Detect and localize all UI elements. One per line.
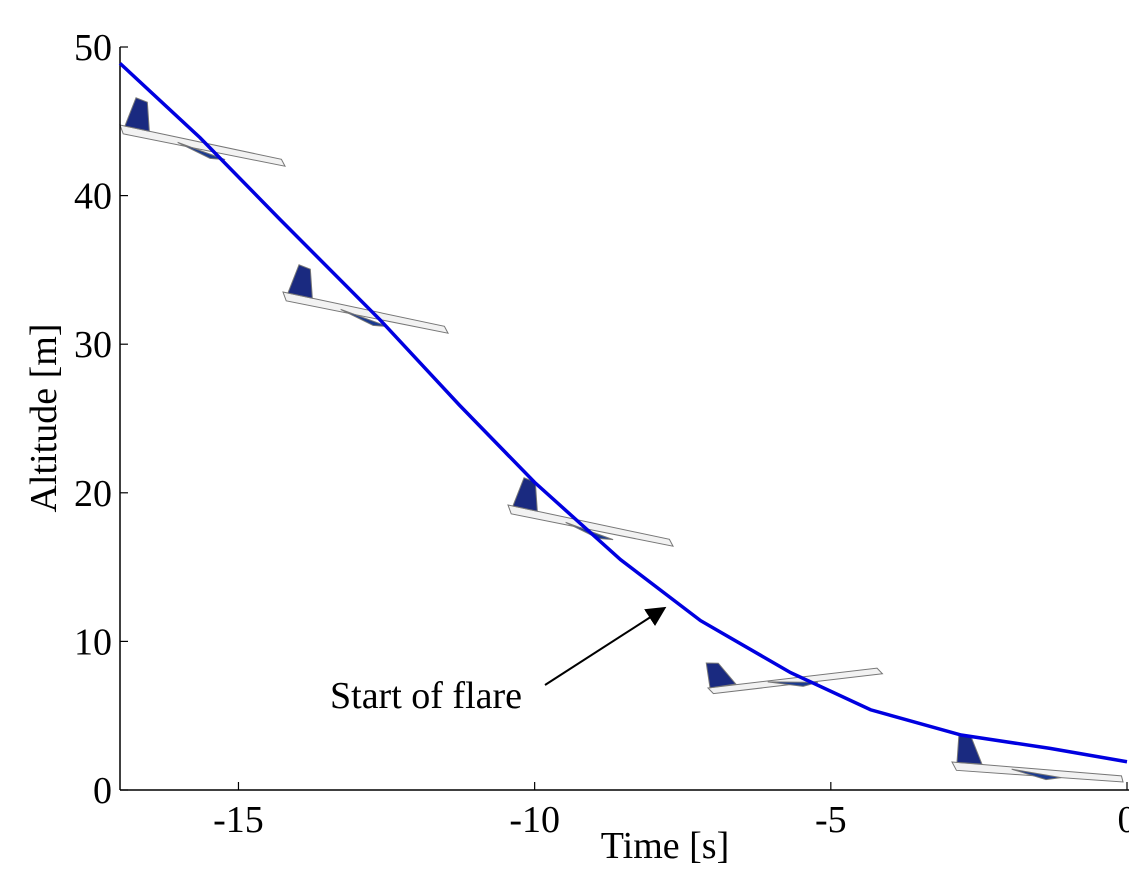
x-tick-label: -5: [815, 799, 847, 841]
annotation-arrow: [544, 606, 667, 686]
y-tick-label: 50: [74, 27, 112, 69]
y-tick-label: 30: [74, 324, 112, 366]
data-line: [118, 62, 1128, 764]
x-tick-label: 0: [1118, 799, 1129, 841]
airplanes: [119, 97, 1124, 783]
x-tick-label: -15: [213, 799, 264, 841]
y-tick-label: 20: [74, 473, 112, 515]
annotation: Start of flare: [330, 675, 522, 717]
y-tick-label: 0: [93, 770, 112, 812]
x-tick-label: -10: [509, 799, 560, 841]
y-tick-label: 10: [74, 621, 112, 663]
y-axis-label: Altitude [m]: [23, 324, 65, 513]
x-axis-label: Time [s]: [601, 825, 729, 867]
y-tick-label: 40: [74, 176, 112, 218]
